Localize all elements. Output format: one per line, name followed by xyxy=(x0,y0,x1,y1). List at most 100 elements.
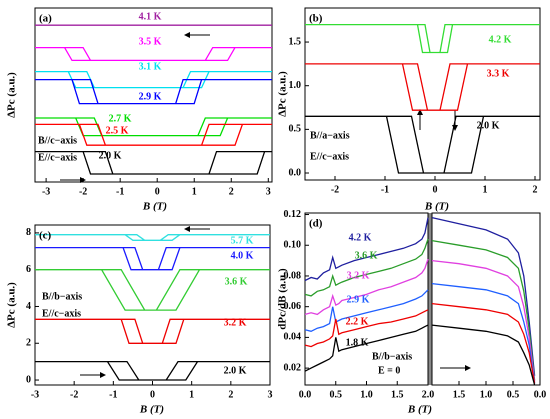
x-tick-label: 3 xyxy=(268,389,273,400)
panel-label: (a) xyxy=(39,13,52,25)
curve xyxy=(35,46,272,62)
series-label: 3.6 K xyxy=(355,250,378,261)
x-tick-label: -3 xyxy=(42,186,50,197)
series-label: 3.2 K xyxy=(347,270,370,281)
x-axis-label: B (T) xyxy=(142,201,167,213)
curve xyxy=(304,217,429,282)
curve xyxy=(431,239,536,381)
curve xyxy=(304,289,429,332)
y-axis-label: dPc/dB (a.u.) xyxy=(277,268,289,330)
x-tick-label: -2 xyxy=(79,186,87,197)
axis-break xyxy=(428,213,432,385)
series-label: 4.0 K xyxy=(231,250,254,261)
curve xyxy=(431,216,536,376)
x-tick-label: 0 xyxy=(155,186,160,197)
series-label: 4.2 K xyxy=(349,232,372,243)
series-label: 2.9 K xyxy=(139,91,162,102)
y-tick-label: 0.02 xyxy=(284,362,302,373)
annotation: E//c−axis xyxy=(42,308,81,319)
x-tick-label: 0.0 xyxy=(299,389,312,400)
x-axis-label: B (T) xyxy=(407,404,432,416)
series-label: 1.8 K xyxy=(346,337,369,348)
curve xyxy=(305,63,540,111)
panel-label: (d) xyxy=(309,218,323,230)
annotation: B//a−axis xyxy=(310,130,350,141)
x-tick-label: -1 xyxy=(116,186,124,197)
curve xyxy=(304,309,429,348)
series-label: 4.1 K xyxy=(139,11,162,22)
series-label: 2.9 K xyxy=(347,294,370,305)
series-label: 3.2 K xyxy=(224,317,247,328)
series-label: 2.0 K xyxy=(477,120,500,131)
series-label: 2.7 K xyxy=(109,113,132,124)
curve xyxy=(305,115,540,174)
y-tick-label: 1.0 xyxy=(289,80,302,91)
curve xyxy=(431,259,536,382)
y-tick-label: 0.12 xyxy=(284,209,302,220)
y-axis-label: ΔPc (a.u.) xyxy=(277,71,289,117)
x-tick-label: 1.0 xyxy=(360,389,373,400)
x-tick-label: 1.5 xyxy=(391,389,404,400)
x-tick-label: 0 xyxy=(150,389,155,400)
panel-label: (c) xyxy=(39,230,52,242)
curve xyxy=(35,234,270,241)
y-tick-label: 1.5 xyxy=(289,36,302,47)
x-tick-label: 2 xyxy=(533,184,538,195)
x-tick-label: -2 xyxy=(70,389,78,400)
y-tick-label: 2 xyxy=(26,338,31,349)
x-tick-label: 2.0 xyxy=(422,389,435,400)
curve xyxy=(35,318,270,344)
x-tick-label: 3 xyxy=(266,186,271,197)
x-tick-label: 2 xyxy=(228,389,233,400)
annotation: B//b−axis xyxy=(372,351,412,362)
curve xyxy=(35,78,272,105)
x-tick-label: -1 xyxy=(109,389,117,400)
y-tick-label: 0.5 xyxy=(289,124,302,135)
annotation: E = 0 xyxy=(378,365,400,376)
curve xyxy=(35,269,270,311)
y-axis-label: ΔPc (a.u.) xyxy=(6,282,18,328)
x-tick-label: 0.5 xyxy=(507,389,520,400)
y-tick-label: 0 xyxy=(26,374,31,385)
plot-frame xyxy=(34,7,273,183)
panel-label: (b) xyxy=(309,13,323,25)
series-label: 3.5 K xyxy=(139,36,162,47)
curve xyxy=(304,324,429,372)
y-tick-label: 0.0 xyxy=(289,167,302,178)
curve xyxy=(431,282,536,384)
x-tick-label: 1.0 xyxy=(480,389,493,400)
y-tick-label: 0.10 xyxy=(284,240,302,251)
x-axis-label: B (T) xyxy=(139,404,164,416)
y-tick-label: 0.06 xyxy=(284,301,302,312)
curve xyxy=(304,258,429,316)
series-label: 2.0 K xyxy=(224,365,247,376)
series-label: 2.2 K xyxy=(346,316,369,327)
curve xyxy=(35,360,270,381)
plot-frame xyxy=(304,7,541,181)
annotation: E//c−axis xyxy=(38,152,77,163)
y-tick-label: 0.08 xyxy=(284,270,302,281)
annotation: B//b−axis xyxy=(42,291,82,302)
x-tick-label: -2 xyxy=(331,184,339,195)
plot-frame xyxy=(431,212,541,386)
y-tick-label: 8 xyxy=(26,227,31,238)
series-label: 2.5 K xyxy=(106,125,129,136)
curve xyxy=(35,123,272,146)
x-tick-label: 1 xyxy=(189,389,194,400)
annotation: B//c−axis xyxy=(38,135,77,146)
y-axis-label: ΔPc (a.u.) xyxy=(6,72,18,118)
curve xyxy=(35,150,272,175)
y-tick-label: 6 xyxy=(26,264,31,275)
annotation: E//c−axis xyxy=(310,151,349,162)
x-tick-label: 1.5 xyxy=(453,389,466,400)
x-tick-label: 1 xyxy=(483,184,488,195)
x-tick-label: -3 xyxy=(31,389,39,400)
x-axis-label: B (T) xyxy=(424,201,449,213)
series-label: 4.2 K xyxy=(489,34,512,45)
series-label: 3.3 K xyxy=(487,68,510,79)
curve xyxy=(35,246,270,271)
curve xyxy=(431,302,536,384)
x-tick-label: 2 xyxy=(229,186,234,197)
x-tick-label: 0.0 xyxy=(534,389,547,400)
